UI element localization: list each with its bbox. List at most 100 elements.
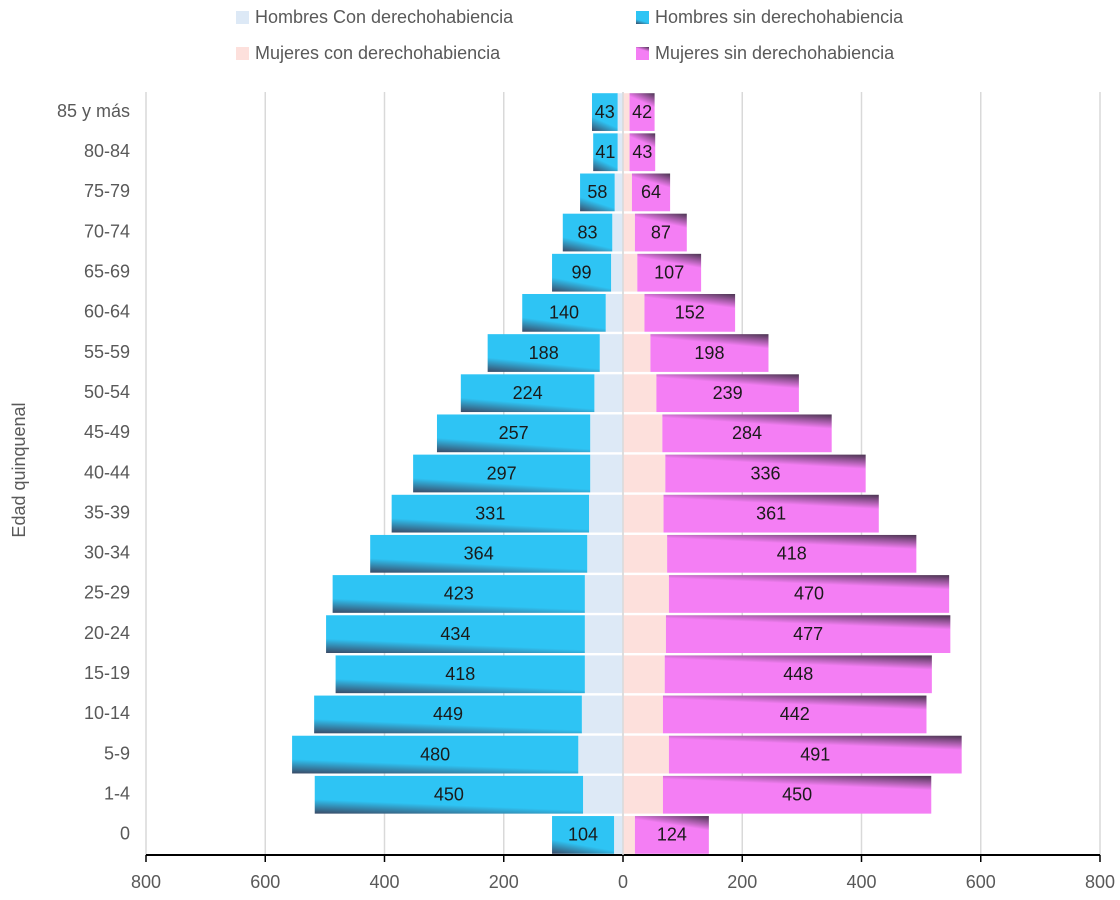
data-label: 58	[587, 182, 607, 202]
data-label: 450	[782, 785, 812, 805]
bar	[590, 414, 623, 453]
bar	[599, 334, 623, 372]
data-label: 41	[595, 142, 615, 162]
bar	[662, 775, 932, 814]
bar	[460, 374, 595, 413]
bar	[614, 173, 623, 212]
bar	[584, 615, 623, 654]
data-label: 434	[440, 624, 470, 644]
x-tick-label: 600	[966, 872, 996, 892]
bar	[552, 253, 612, 292]
bar	[522, 293, 606, 332]
data-label: 442	[780, 704, 810, 724]
data-label: 423	[444, 584, 474, 604]
bar	[552, 816, 615, 854]
bar	[593, 133, 618, 172]
bar	[584, 655, 623, 694]
data-label: 491	[800, 744, 830, 764]
bar	[623, 293, 645, 332]
bar	[591, 93, 618, 131]
y-tick-label: 35-39	[84, 502, 130, 522]
bar	[335, 655, 585, 694]
bar	[590, 454, 623, 493]
data-label: 361	[756, 503, 786, 523]
data-label: 188	[529, 343, 559, 363]
bar	[617, 133, 623, 172]
y-tick-label: 45-49	[84, 422, 130, 442]
bar	[623, 735, 669, 774]
data-label: 284	[732, 423, 762, 443]
bar	[623, 454, 666, 493]
bar	[314, 775, 584, 814]
bar	[665, 615, 951, 654]
y-tick-label: 50-54	[84, 382, 130, 402]
legend-label: Hombres Con derechohabiencia	[255, 7, 514, 27]
bar	[663, 494, 879, 533]
y-tick-label: 15-19	[84, 663, 130, 683]
bar	[314, 695, 582, 734]
data-label: 99	[572, 262, 592, 282]
bar	[668, 575, 950, 613]
data-label: 43	[632, 142, 652, 162]
y-tick-label: 0	[120, 824, 130, 844]
data-label: 104	[568, 825, 598, 845]
legend-swatch	[236, 47, 249, 60]
bar	[292, 735, 579, 774]
bar	[623, 213, 635, 252]
x-tick-label: 600	[250, 872, 280, 892]
data-label: 336	[750, 463, 780, 483]
data-label: 140	[549, 303, 579, 323]
data-label: 418	[777, 544, 807, 564]
legend-swatch	[636, 47, 649, 60]
bar	[614, 816, 623, 854]
y-tick-label: 55-59	[84, 342, 130, 362]
bar	[612, 213, 623, 252]
data-label: 470	[794, 584, 824, 604]
bar	[623, 695, 663, 734]
bar	[583, 775, 623, 814]
data-label: 64	[641, 182, 661, 202]
bar	[623, 615, 666, 654]
data-label: 450	[434, 785, 464, 805]
bar	[594, 374, 623, 413]
bar	[644, 293, 736, 332]
bar	[662, 695, 927, 734]
bar	[629, 93, 655, 131]
bar	[413, 454, 591, 493]
x-tick-label: 400	[369, 872, 399, 892]
y-tick-label: 5-9	[104, 743, 130, 763]
y-tick-label: 20-24	[84, 623, 130, 643]
bar	[580, 173, 615, 212]
bar	[668, 735, 962, 774]
data-label: 107	[654, 262, 684, 282]
bar	[634, 816, 709, 854]
bar	[623, 334, 651, 372]
bar	[611, 253, 623, 292]
x-tick-label: 200	[727, 872, 757, 892]
data-label: 448	[783, 664, 813, 684]
bar	[436, 414, 591, 453]
y-tick-label: 75-79	[84, 181, 130, 201]
x-tick-label: 800	[131, 872, 161, 892]
bar	[623, 414, 663, 453]
x-tick-label: 0	[618, 872, 628, 892]
y-tick-label: 30-34	[84, 543, 130, 563]
bar	[631, 173, 671, 212]
bar	[623, 655, 665, 694]
bar	[623, 253, 638, 292]
data-label: 449	[433, 704, 463, 724]
bar	[665, 454, 866, 493]
bar	[391, 494, 590, 533]
y-tick-label: 70-74	[84, 221, 130, 241]
legend-label: Hombres sin derechohabiencia	[655, 7, 904, 27]
bar	[487, 334, 600, 372]
data-label: 152	[675, 303, 705, 323]
data-label: 198	[694, 343, 724, 363]
bar	[623, 494, 664, 533]
bar	[656, 374, 799, 413]
legend-swatch	[236, 11, 249, 24]
data-label: 224	[513, 383, 543, 403]
bar	[562, 213, 613, 252]
data-label: 480	[420, 744, 450, 764]
